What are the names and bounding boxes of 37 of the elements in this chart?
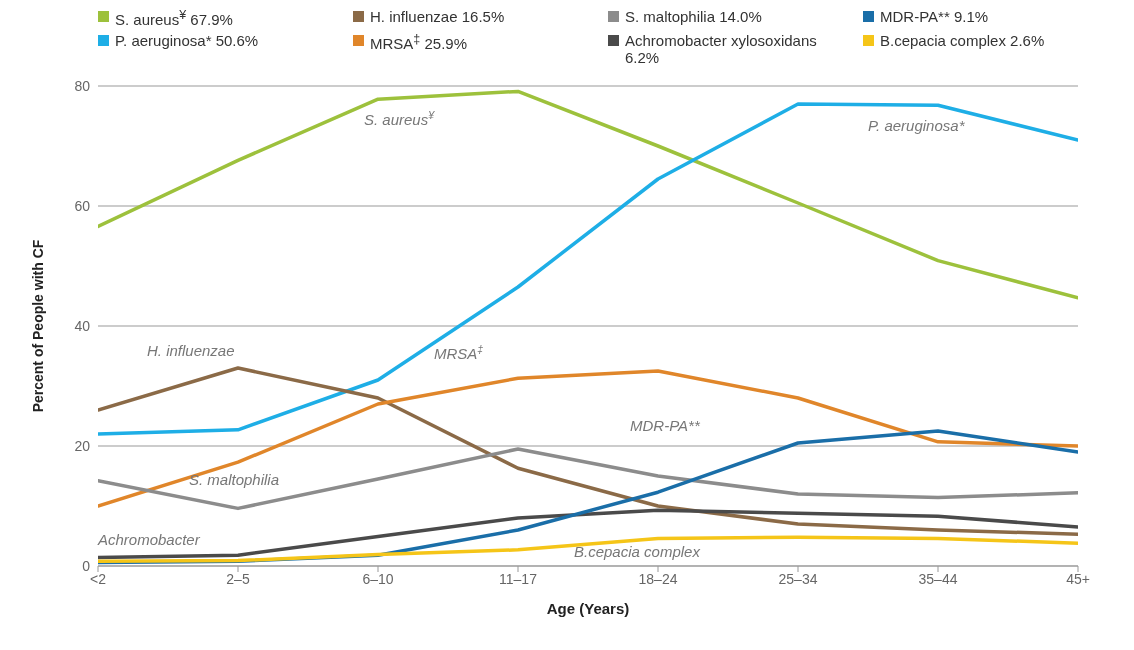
- legend-label: B.cepacia complex 2.6%: [880, 32, 1045, 49]
- x-tick-label: 45+: [1066, 570, 1090, 587]
- annotation: S. aureus$^{¥}$: [364, 109, 436, 128]
- legend-label: H. influenzae 16.5%: [370, 8, 505, 25]
- x-tick-label: 2–5: [226, 570, 250, 587]
- x-tick-label: 25–34: [778, 570, 818, 587]
- legend-label: S. aureus$^{¥}$ 67.9%: [115, 8, 233, 28]
- legend-label: Achromobacter xylosoxidans 6.2%: [625, 32, 818, 66]
- line-series: [98, 535, 1078, 563]
- annotation: Achromobacter: [97, 531, 201, 548]
- y-tick-label: 40: [74, 317, 91, 334]
- legend-label: MDR-PA** 9.1%: [880, 8, 989, 25]
- x-tick-label: 6–10: [362, 570, 394, 587]
- legend-label: S. maltophilia 14.0%: [625, 8, 762, 25]
- line-series: [98, 89, 1078, 300]
- line-series: [98, 102, 1078, 436]
- annotation: MRSA$^{‡}$: [434, 343, 484, 362]
- annotation: P. aeruginosa*: [868, 117, 966, 134]
- y-tick-label: 0: [82, 557, 91, 574]
- y-tick-label: 20: [74, 437, 91, 454]
- x-tick-label: 35–44: [918, 570, 958, 587]
- annotation: H. influenzae: [147, 342, 235, 359]
- x-tick-label: 18–24: [638, 570, 678, 587]
- annotation: B.cepacia complex: [574, 543, 701, 560]
- legend-label: P. aeruginosa* 50.6%: [115, 32, 259, 49]
- line-series: [98, 369, 1078, 508]
- line-series: [98, 366, 1078, 536]
- annotation: MDR-PA**: [630, 417, 701, 434]
- x-axis-title: Age (Years): [546, 600, 630, 617]
- y-tick-label: 80: [74, 77, 91, 94]
- line-series: [98, 508, 1078, 560]
- y-axis-title: Percent of People with CF: [29, 239, 46, 413]
- line-series: [98, 447, 1078, 511]
- legend-label: MRSA$^{‡}$ 25.9%: [370, 32, 467, 52]
- x-tick-label: <2: [90, 570, 107, 587]
- y-tick-label: 60: [74, 197, 91, 214]
- x-tick-label: 11–17: [499, 570, 538, 587]
